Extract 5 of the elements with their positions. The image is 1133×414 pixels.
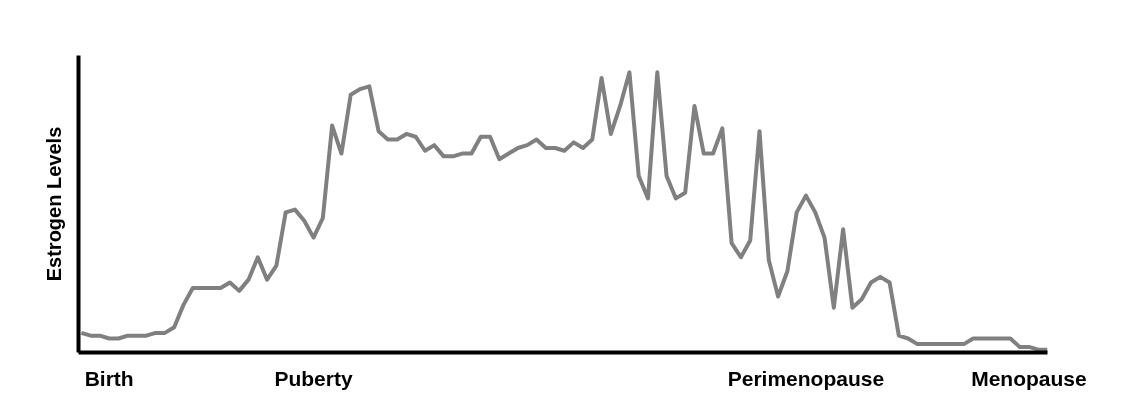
x-tick-label: Birth — [84, 366, 134, 390]
x-tick-label: Menopause — [971, 366, 1087, 390]
y-axis-title: Estrogen Levels — [42, 126, 65, 282]
x-tick-label: Puberty — [274, 366, 353, 390]
x-tick-label: Perimenopause — [727, 366, 885, 390]
